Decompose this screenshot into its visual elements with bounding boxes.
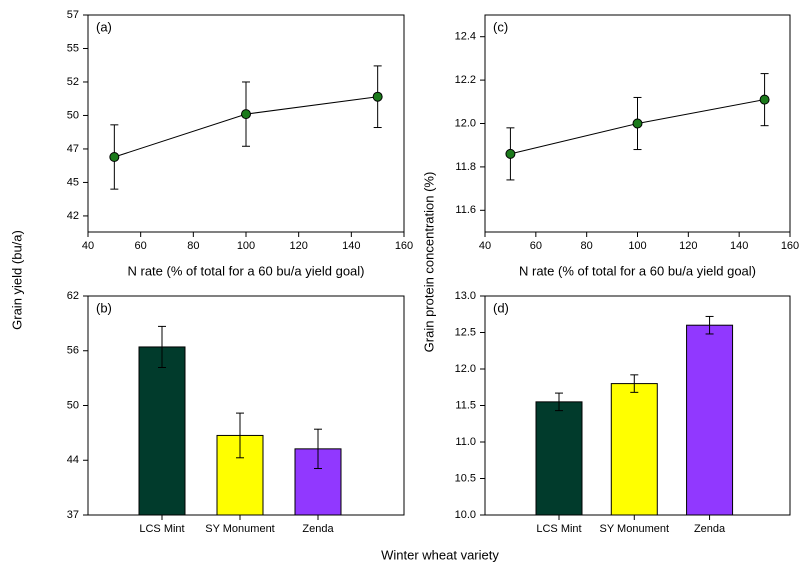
- panel-label: (c): [493, 19, 508, 34]
- y-tick-label: 52: [67, 76, 79, 88]
- panel-label: (d): [493, 300, 509, 315]
- y-tick-label: 45: [67, 176, 79, 188]
- y-tick-label: 42: [67, 210, 79, 222]
- bar: [138, 346, 186, 516]
- x-tick-label: 140: [342, 240, 360, 252]
- x-tick-label: 60: [530, 240, 542, 252]
- point: [241, 109, 251, 120]
- x-tick-label: 40: [479, 240, 491, 252]
- y-tick-label: 10.5: [455, 472, 476, 484]
- y-tick-label: 11.6: [455, 204, 476, 216]
- point: [632, 118, 643, 129]
- error-bar: [158, 325, 166, 369]
- y-tick-label: 47: [67, 143, 79, 155]
- y-tick-label: 12.4: [455, 31, 476, 43]
- y-tick-label: 50: [67, 399, 79, 411]
- x-tick-label: 120: [289, 240, 307, 252]
- error-bar: [555, 392, 563, 412]
- point: [759, 94, 770, 105]
- x-tick-label: 40: [82, 240, 94, 252]
- x-tick-label: SY Monument: [600, 523, 670, 535]
- x-tick-label: LCS Mint: [536, 523, 581, 535]
- x-tick-label: 120: [679, 240, 697, 252]
- y-tick-label: 12.0: [455, 117, 476, 129]
- x-tick-label: 160: [781, 240, 799, 252]
- y-tick-label: 56: [67, 345, 79, 357]
- y-tick-label: 11.0: [455, 436, 476, 448]
- x-axis-label: N rate (% of total for a 60 bu/a yield g…: [519, 263, 756, 278]
- y-tick-label: 62: [67, 290, 79, 302]
- point: [505, 148, 516, 159]
- x-tick-label: 100: [628, 240, 646, 252]
- y-tick-label: 37: [67, 509, 79, 521]
- x-tick-label: LCS Mint: [139, 523, 184, 535]
- y-axis-label: Grain protein concentration (%): [421, 172, 436, 353]
- error-bar: [236, 412, 244, 459]
- y-tick-label: 10.0: [455, 509, 476, 521]
- x-tick-label: Zenda: [694, 523, 726, 535]
- y-tick-label: 11.5: [455, 399, 476, 411]
- panel-label: (b): [96, 300, 112, 315]
- bar: [686, 324, 734, 516]
- y-tick-label: 12.5: [455, 326, 476, 338]
- bar: [610, 383, 658, 516]
- x-tick-label: SY Monument: [205, 523, 275, 535]
- y-tick-label: 44: [67, 454, 79, 466]
- x-tick-label: Zenda: [302, 523, 334, 535]
- point: [372, 91, 383, 102]
- y-axis-label: Grain yield (bu/a): [9, 230, 24, 330]
- y-tick-label: 11.8: [455, 161, 476, 173]
- x-axis-label: N rate (% of total for a 60 bu/a yield g…: [127, 263, 364, 278]
- y-tick-label: 13.0: [455, 290, 476, 302]
- error-bar: [630, 374, 639, 393]
- bar: [535, 401, 583, 516]
- y-tick-label: 12.0: [455, 363, 476, 375]
- x-tick-label: 80: [187, 240, 199, 252]
- y-tick-label: 50: [67, 109, 79, 121]
- y-tick-label: 55: [67, 42, 79, 54]
- x-tick-label: 80: [581, 240, 593, 252]
- x-tick-label: 100: [237, 240, 255, 252]
- x-axis-label: Winter wheat variety: [381, 547, 499, 562]
- x-tick-label: 140: [730, 240, 748, 252]
- y-tick-label: 12.2: [455, 74, 476, 86]
- error-bar: [314, 428, 322, 470]
- x-tick-label: 60: [135, 240, 147, 252]
- panel-label: (a): [96, 19, 112, 34]
- point: [109, 151, 120, 162]
- x-tick-label: 160: [395, 240, 413, 252]
- error-bar: [705, 315, 714, 335]
- y-tick-label: 57: [67, 9, 79, 21]
